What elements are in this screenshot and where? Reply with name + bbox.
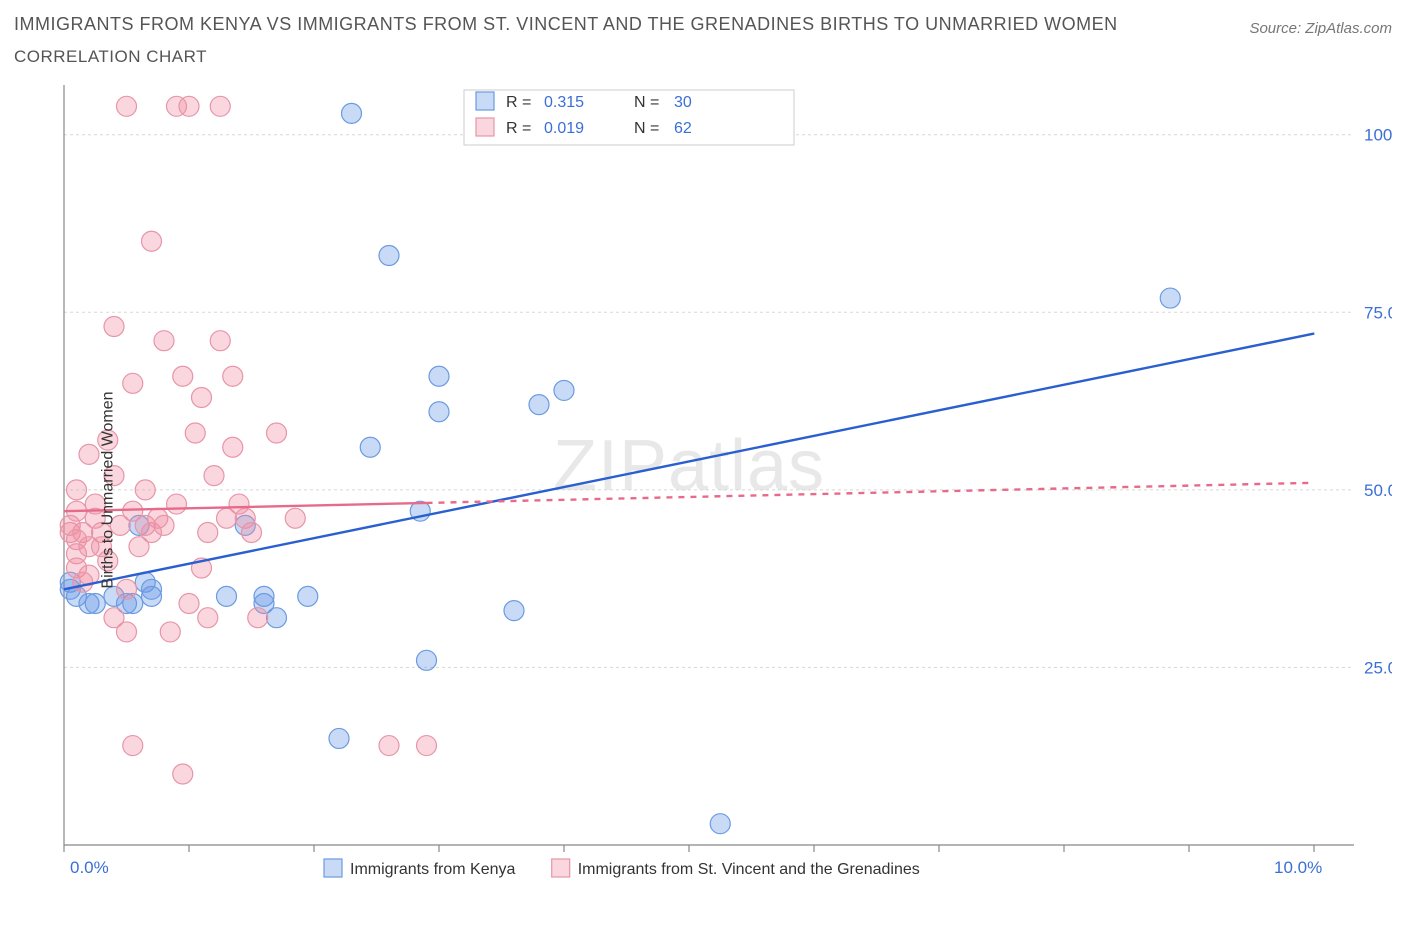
legend-swatch-icon [476, 118, 494, 136]
data-point [267, 423, 287, 443]
data-point [360, 437, 380, 457]
data-point [173, 366, 193, 386]
data-point [198, 522, 218, 542]
data-point [217, 586, 237, 606]
data-point [329, 728, 349, 748]
data-point [1160, 288, 1180, 308]
legend-r-value: 0.019 [544, 120, 584, 137]
legend-n-label: N = [634, 120, 659, 137]
data-point [167, 494, 187, 514]
data-point [248, 608, 268, 628]
data-point [298, 586, 318, 606]
data-point [285, 508, 305, 528]
data-point [154, 515, 174, 535]
data-point [429, 402, 449, 422]
y-tick-label: 50.0% [1364, 481, 1392, 500]
data-point [710, 814, 730, 834]
data-point [554, 380, 574, 400]
data-point [123, 736, 143, 756]
data-point [117, 96, 137, 116]
data-point [104, 316, 124, 336]
data-point [123, 373, 143, 393]
y-tick-label: 75.0% [1364, 303, 1392, 322]
watermark: ZIPatlas [553, 426, 825, 506]
data-point [117, 579, 137, 599]
y-axis-label: Births to Unmarried Women [100, 391, 118, 588]
data-point [210, 96, 230, 116]
data-point [223, 437, 243, 457]
data-point [267, 608, 287, 628]
x-tick-label: 10.0% [1274, 858, 1322, 877]
legend-series-label: Immigrants from St. Vincent and the Gren… [578, 861, 920, 878]
x-tick-label: 0.0% [70, 858, 109, 877]
data-point [173, 764, 193, 784]
data-point [117, 622, 137, 642]
y-tick-label: 25.0% [1364, 658, 1392, 677]
data-point [179, 96, 199, 116]
data-point [67, 480, 87, 500]
scatter-chart: ZIPatlas 25.0% 50.0% 75.0% 100.0% 0.0% 10.0% R … [14, 75, 1392, 905]
legend-r-label: R = [506, 94, 531, 111]
data-point [379, 736, 399, 756]
data-point [379, 245, 399, 265]
data-point [142, 231, 162, 251]
legend-r-label: R = [506, 120, 531, 137]
legend-n-value: 62 [674, 120, 692, 137]
data-point [198, 608, 218, 628]
data-point [342, 103, 362, 123]
data-point [504, 601, 524, 621]
legend-n-label: N = [634, 94, 659, 111]
data-point [204, 466, 224, 486]
legend-r-value: 0.315 [544, 94, 584, 111]
regression-line [64, 334, 1314, 590]
legend-swatch-icon [476, 92, 494, 110]
data-point [417, 736, 437, 756]
legend-n-value: 30 [674, 94, 692, 111]
chart-container: Births to Unmarried Women ZIPatlas 25.0% 5… [14, 75, 1392, 905]
data-point [529, 395, 549, 415]
data-point [154, 331, 174, 351]
data-point [135, 480, 155, 500]
data-point [242, 522, 262, 542]
legend-swatch-icon [552, 859, 570, 877]
legend-series-label: Immigrants from Kenya [350, 861, 515, 878]
data-point [79, 444, 99, 464]
data-point [223, 366, 243, 386]
data-point [417, 650, 437, 670]
data-point [142, 579, 162, 599]
data-point [429, 366, 449, 386]
data-point [185, 423, 205, 443]
legend-swatch-icon [324, 859, 342, 877]
data-point [85, 594, 105, 614]
data-point [160, 622, 180, 642]
chart-title-line1: IMMIGRANTS FROM KENYA VS IMMIGRANTS FROM… [14, 14, 1118, 35]
y-tick-label: 100.0% [1364, 126, 1392, 145]
data-point [179, 594, 199, 614]
data-point [192, 388, 212, 408]
source-label: Source: ZipAtlas.com [1249, 20, 1392, 37]
chart-title-line2: CORRELATION CHART [14, 47, 1118, 67]
data-point [210, 331, 230, 351]
